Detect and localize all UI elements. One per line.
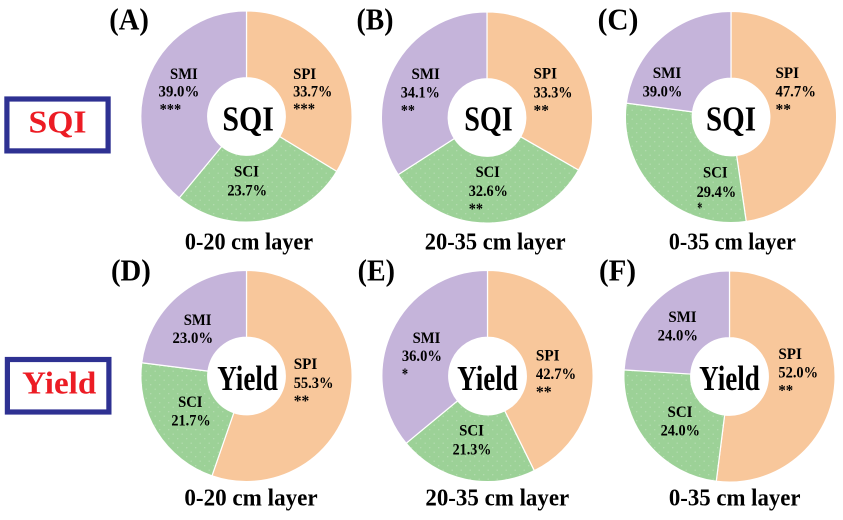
svg-text:SCI: SCI [703, 164, 728, 181]
svg-text:(F): (F) [599, 254, 636, 288]
svg-text:(E): (E) [358, 254, 395, 288]
svg-text:(B): (B) [357, 3, 394, 37]
svg-text:21.7%: 21.7% [171, 413, 210, 430]
svg-text:55.3%: 55.3% [294, 375, 334, 392]
svg-text:21.3%: 21.3% [453, 442, 492, 459]
svg-text:SQI: SQI [222, 100, 274, 139]
svg-text:SQI: SQI [706, 100, 756, 139]
svg-text:24.0%: 24.0% [661, 423, 700, 440]
svg-text:47.7%: 47.7% [776, 84, 816, 101]
svg-text:33.3%: 33.3% [534, 84, 573, 101]
svg-text:(D): (D) [111, 254, 151, 288]
svg-text:32.6%: 32.6% [469, 183, 508, 200]
svg-text:**: ** [776, 102, 792, 119]
svg-text:*: * [697, 200, 702, 217]
svg-text:24.0%: 24.0% [658, 328, 698, 345]
svg-text:SPI: SPI [293, 66, 316, 83]
svg-text:33.7%: 33.7% [293, 83, 332, 100]
svg-text:23.7%: 23.7% [227, 183, 267, 200]
svg-text:Yield: Yield [457, 359, 518, 398]
svg-text:SCI: SCI [234, 164, 259, 181]
svg-text:SMI: SMI [184, 312, 212, 329]
svg-text:20-35 cm layer: 20-35 cm layer [425, 486, 569, 512]
svg-text:**: ** [778, 383, 793, 400]
svg-text:SMI: SMI [668, 309, 696, 326]
svg-text:SPI: SPI [778, 346, 802, 363]
svg-text:SPI: SPI [536, 347, 560, 364]
svg-text:SQI: SQI [464, 100, 513, 139]
svg-text:**: ** [534, 102, 549, 119]
svg-text:Yield: Yield [217, 359, 278, 398]
svg-text:29.4%: 29.4% [697, 184, 737, 201]
svg-text:*: * [402, 366, 408, 383]
svg-text:34.1%: 34.1% [401, 84, 440, 101]
svg-text:(C): (C) [598, 3, 639, 37]
svg-text:SMI: SMI [412, 66, 440, 83]
svg-text:***: *** [293, 101, 315, 118]
svg-text:SPI: SPI [776, 65, 800, 82]
svg-text:SCI: SCI [668, 404, 693, 421]
svg-text:SMI: SMI [653, 65, 682, 82]
svg-text:(A): (A) [109, 3, 149, 37]
svg-text:20-35 cm layer: 20-35 cm layer [425, 229, 566, 255]
svg-text:52.0%: 52.0% [778, 365, 818, 382]
svg-text:0-20 cm layer: 0-20 cm layer [184, 486, 318, 512]
svg-text:Yield: Yield [699, 359, 760, 398]
svg-text:***: *** [160, 101, 182, 118]
svg-text:**: ** [294, 393, 310, 410]
svg-text:**: ** [536, 384, 552, 401]
svg-text:SCI: SCI [476, 164, 500, 181]
svg-text:**: ** [401, 103, 415, 120]
svg-text:42.7%: 42.7% [536, 366, 576, 383]
svg-text:23.0%: 23.0% [173, 330, 214, 347]
svg-text:39.0%: 39.0% [159, 84, 200, 101]
svg-text:0-35 cm layer: 0-35 cm layer [669, 486, 801, 512]
svg-text:39.0%: 39.0% [643, 83, 683, 100]
svg-text:0-20 cm layer: 0-20 cm layer [185, 229, 314, 255]
svg-text:SPI: SPI [534, 66, 558, 83]
svg-text:0-35 cm layer: 0-35 cm layer [669, 229, 796, 255]
svg-text:SQI: SQI [29, 103, 87, 139]
svg-text:36.0%: 36.0% [402, 348, 442, 365]
svg-text:SMI: SMI [170, 66, 198, 83]
svg-text:SMI: SMI [413, 330, 441, 347]
svg-text:Yield: Yield [22, 365, 96, 401]
svg-text:SCI: SCI [459, 422, 484, 439]
svg-text:**: ** [469, 201, 483, 218]
svg-text:SCI: SCI [178, 394, 202, 411]
svg-text:SPI: SPI [294, 356, 318, 373]
